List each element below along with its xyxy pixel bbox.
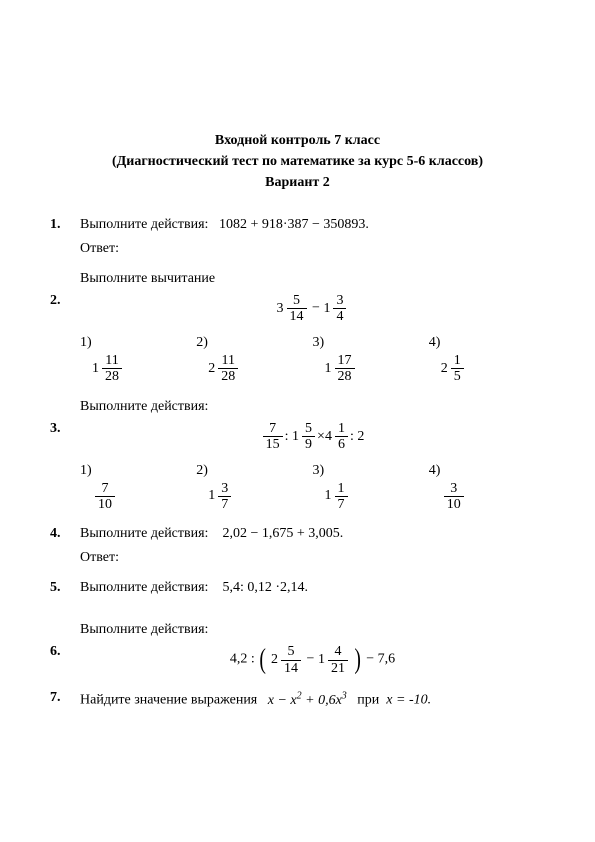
option-4: 4) 215 [429, 335, 545, 385]
header-line-3: Вариант 2 [50, 172, 545, 193]
option-3: 3) 117 [313, 463, 429, 513]
answer-label: Ответ: [80, 241, 545, 257]
prompt-label: Найдите значение выражения [80, 693, 257, 708]
option-2: 2) 21128 [196, 335, 312, 385]
problem-7: 7. Найдите значение выражения x − x2 + 0… [80, 690, 545, 709]
answer-options: 1) 11128 2) 21128 3) 11728 4) 215 [80, 335, 545, 385]
problem-expression: 4,2 : ( 2514 − 1421 ) − 7,6 [80, 644, 545, 676]
option-4: 4) 310 [429, 463, 545, 513]
problem-expression: 2,02 − 1,675 + 3,005. [222, 526, 343, 541]
prompt-label: Выполните действия: [80, 526, 208, 541]
prompt-label: Выполните действия: [80, 217, 208, 232]
answer-label: Ответ: [80, 550, 545, 566]
problem-number: 3. [50, 421, 61, 437]
problem-1: 1. Выполните действия: 1082 + 918·387 − … [80, 217, 545, 257]
problem-prompt: Выполните вычитание [80, 271, 545, 287]
problem-number: 7. [50, 690, 61, 706]
problem-5: 5. Выполните действия: 5,4: 0,12 ·2,14. [80, 580, 545, 596]
problem-number: 4. [50, 526, 61, 542]
problem-expression: 1082 + 918·387 − 350893. [219, 217, 369, 232]
answer-options: 1) 710 2) 137 3) 117 4) 310 [80, 463, 545, 513]
option-2: 2) 137 [196, 463, 312, 513]
problem-expression: x − x2 + 0,6x3 [268, 693, 347, 708]
problem-prompt: Выполните действия: 1082 + 918·387 − 350… [80, 217, 545, 233]
page: Входной контроль 7 класс (Диагностически… [0, 0, 595, 763]
problem-prompt: Выполните действия: [80, 622, 545, 638]
problem-number: 2. [50, 293, 61, 309]
problems: 1. Выполните действия: 1082 + 918·387 − … [50, 217, 545, 709]
problem-expression: 715: 159×416: 2 [80, 421, 545, 453]
condition-value: x = -10. [386, 693, 431, 708]
option-1: 1) 710 [80, 463, 196, 513]
option-3: 3) 11728 [313, 335, 429, 385]
problem-4: 4. Выполните действия: 2,02 − 1,675 + 3,… [80, 526, 545, 566]
problem-expression: 3514 − 134 [80, 293, 545, 325]
problem-6: Выполните действия: 6. 4,2 : ( 2514 − 14… [80, 622, 545, 676]
problem-prompt: Выполните действия: [80, 399, 545, 415]
problem-3: Выполните действия: 3. 715: 159×416: 2 1… [80, 399, 545, 513]
prompt-label: Выполните действия: [80, 580, 208, 595]
problem-prompt: Найдите значение выражения x − x2 + 0,6x… [80, 690, 545, 709]
problem-prompt: Выполните действия: 5,4: 0,12 ·2,14. [80, 580, 545, 596]
problem-expression: 5,4: 0,12 ·2,14. [222, 580, 308, 595]
problem-prompt: Выполните действия: 2,02 − 1,675 + 3,005… [80, 526, 545, 542]
header-line-2: (Диагностический тест по математике за к… [50, 151, 545, 172]
condition-label: при [357, 693, 379, 708]
header-line-1: Входной контроль 7 класс [50, 130, 545, 151]
problem-number: 1. [50, 217, 61, 233]
problem-number: 6. [50, 644, 61, 660]
document-header: Входной контроль 7 класс (Диагностически… [50, 130, 545, 193]
option-1: 1) 11128 [80, 335, 196, 385]
problem-2: Выполните вычитание 2. 3514 − 134 1) 111… [80, 271, 545, 385]
problem-number: 5. [50, 580, 61, 596]
